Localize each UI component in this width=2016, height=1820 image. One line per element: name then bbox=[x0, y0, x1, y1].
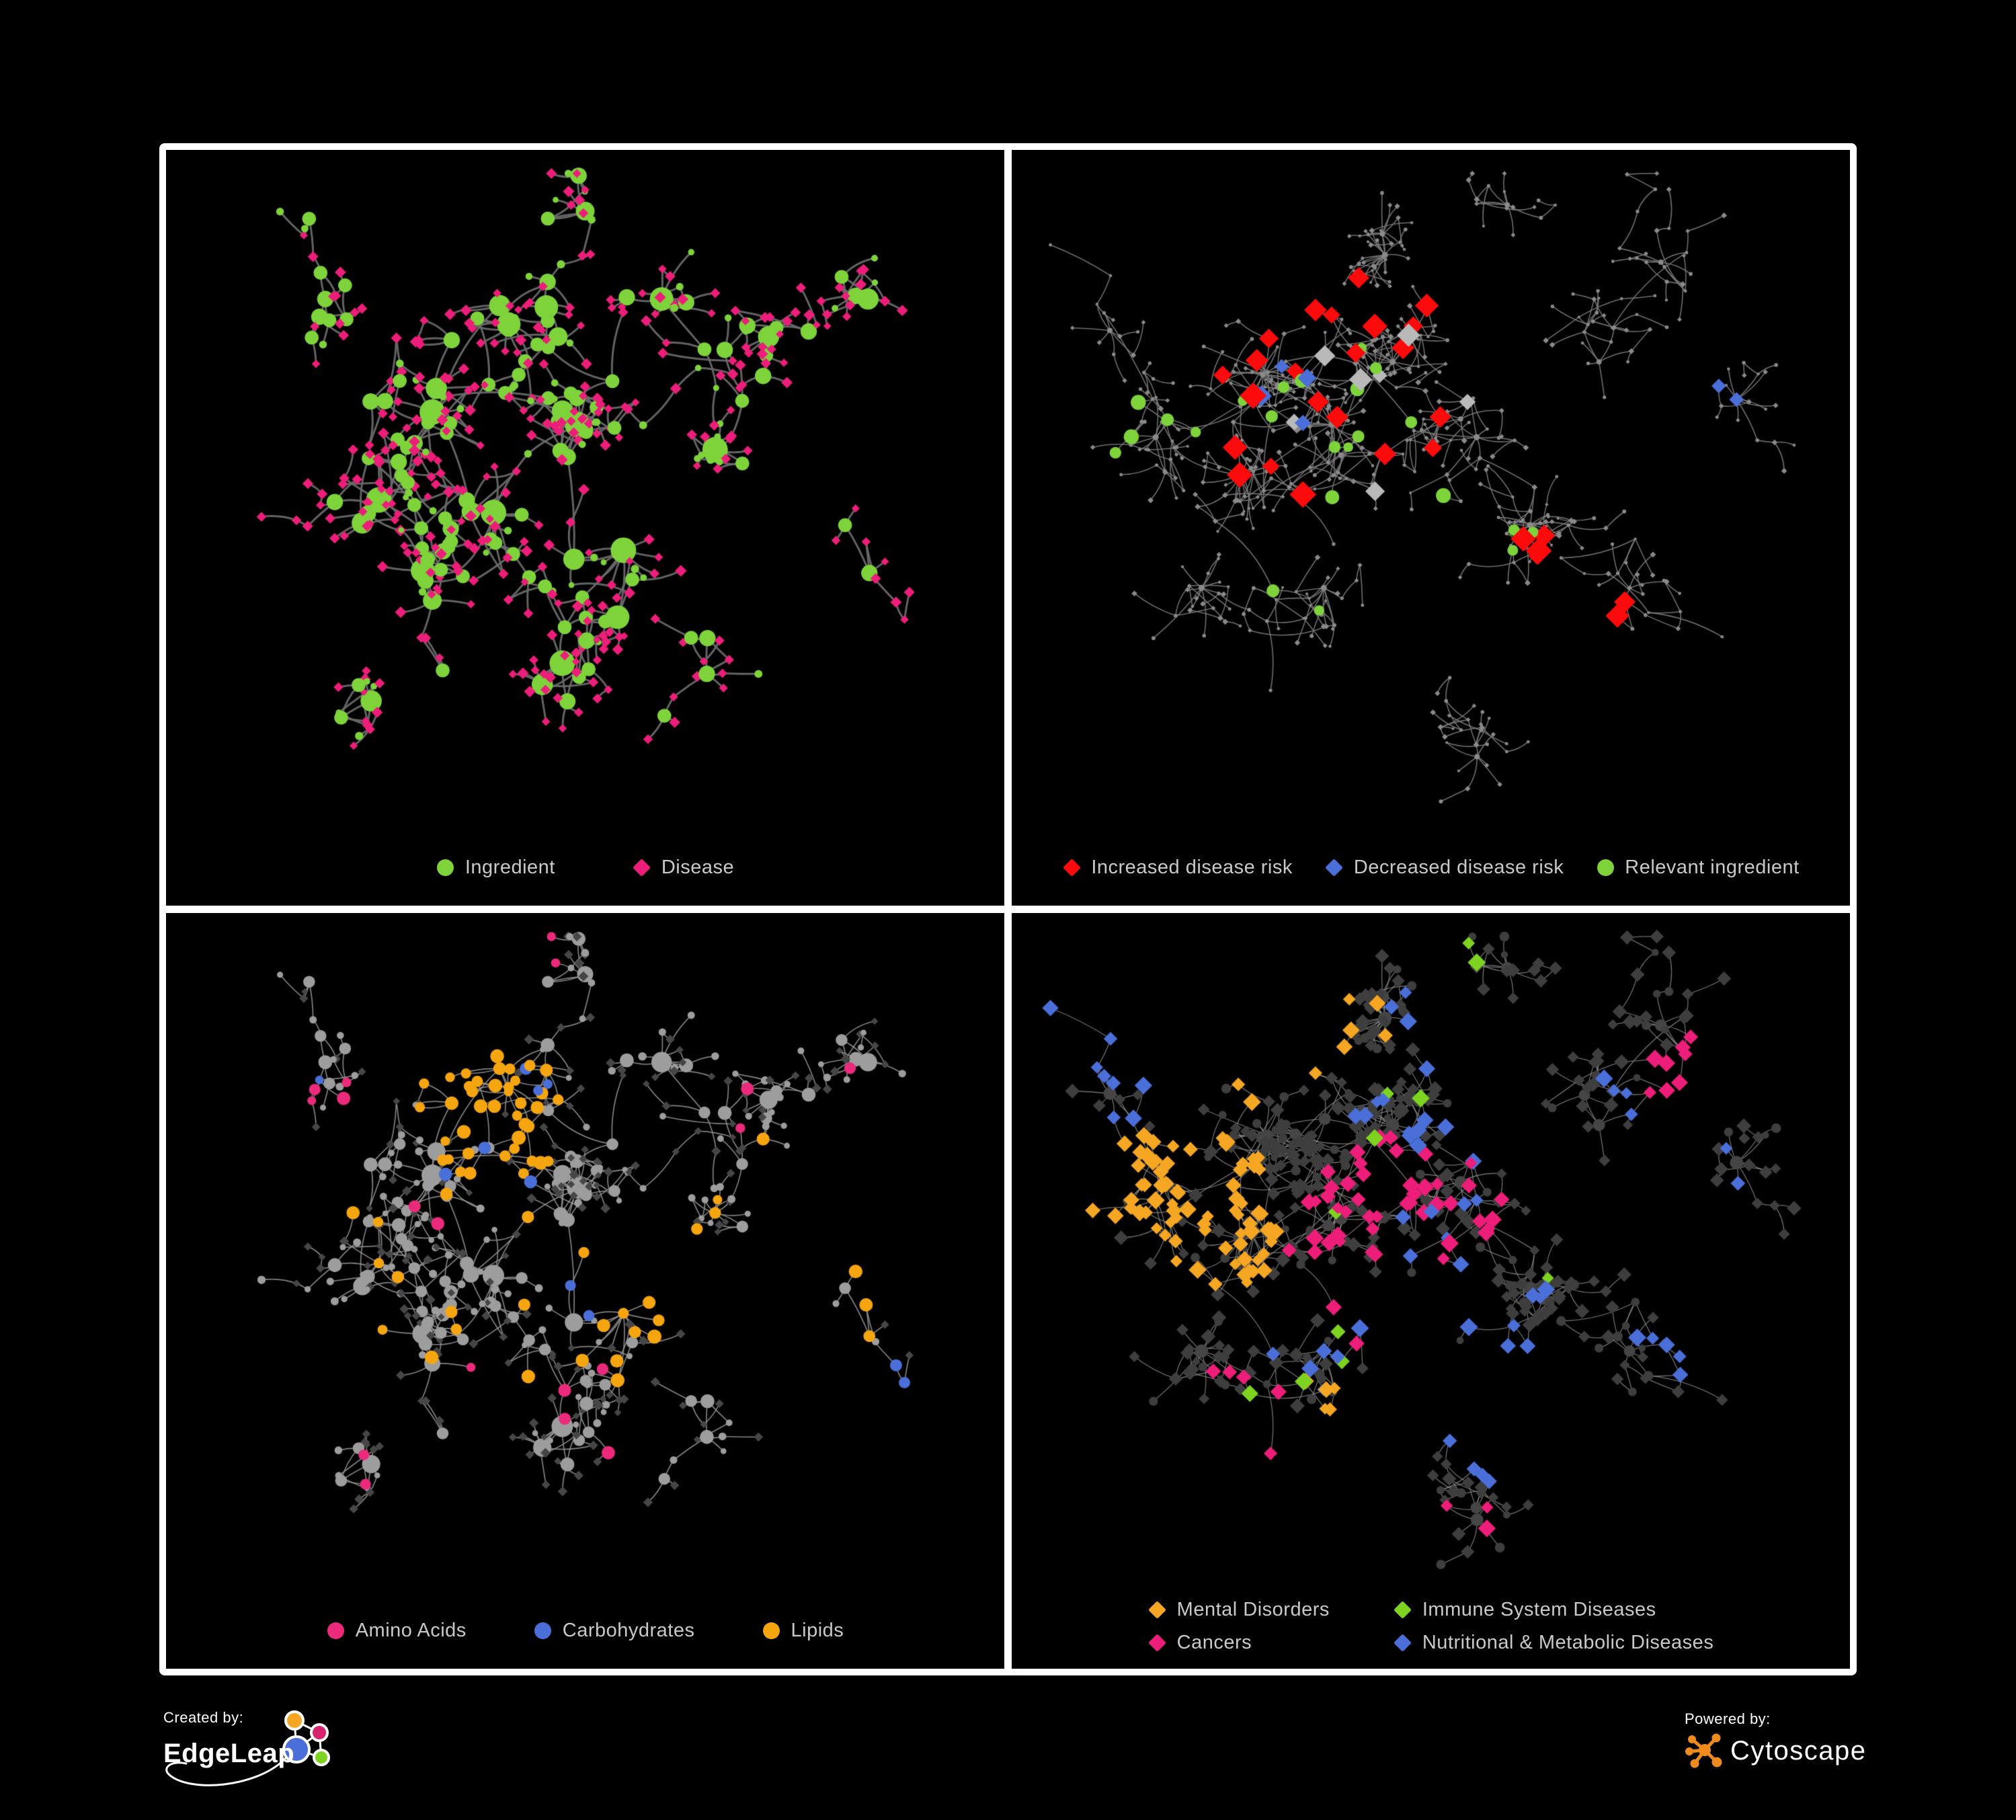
legend-disease-class: Mental Disorders Immune System Diseases Ca… bbox=[1012, 1599, 1850, 1654]
diamond-marker-icon bbox=[1325, 859, 1344, 877]
cytoscape-wordmark: Cytoscape bbox=[1730, 1735, 1867, 1766]
legend-label: Ingredient bbox=[465, 857, 555, 878]
circle-marker-icon bbox=[436, 859, 455, 877]
legend-item-carbohydrates: Carbohydrates bbox=[534, 1620, 695, 1642]
legend-item-mental-disorders: Mental Disorders bbox=[1148, 1599, 1330, 1621]
legend-label: Relevant ingredient bbox=[1625, 857, 1800, 878]
circle-marker-icon bbox=[327, 1622, 346, 1640]
legend-item-relevant-ingredient: Relevant ingredient bbox=[1596, 857, 1799, 879]
cytoscape-network-icon bbox=[1685, 1733, 1722, 1768]
diamond-marker-icon bbox=[1062, 859, 1081, 877]
legend-label: Increased disease risk bbox=[1091, 857, 1293, 878]
panel-ingredient-disease-network: Ingredient Disease bbox=[166, 150, 1004, 906]
legend-item-increased-disease-risk: Increased disease risk bbox=[1062, 857, 1293, 879]
legend-label: Lipids bbox=[791, 1620, 844, 1641]
legend-item-amino-acids: Amino Acids bbox=[327, 1620, 467, 1642]
network-canvas-nutrient-class bbox=[166, 913, 1004, 1669]
circle-marker-icon bbox=[534, 1622, 553, 1640]
edgeleap-network-icon bbox=[165, 1710, 330, 1786]
legend-label: Decreased disease risk bbox=[1353, 857, 1564, 878]
circle-marker-icon bbox=[762, 1622, 781, 1640]
legend-ingredient-disease: Ingredient Disease bbox=[166, 857, 1004, 879]
cytoscape-credit: Powered by: Cytoscape bbox=[1685, 1710, 1866, 1771]
legend-label: Immune System Diseases bbox=[1422, 1599, 1656, 1620]
powered-by-label: Powered by: bbox=[1685, 1710, 1771, 1727]
diamond-marker-icon bbox=[1394, 1634, 1412, 1653]
legend-label: Nutritional & Metabolic Diseases bbox=[1422, 1632, 1714, 1653]
legend-disease-risk: Increased disease risk Decreased disease … bbox=[1012, 857, 1850, 879]
legend-label: Disease bbox=[661, 857, 735, 878]
edgeleap-credit: Created by: EdgeLeap bbox=[163, 1709, 499, 1791]
legend-label: Cancers bbox=[1176, 1632, 1252, 1653]
legend-label: Amino Acids bbox=[355, 1620, 467, 1641]
network-canvas-ingredient-disease bbox=[166, 150, 1004, 906]
legend-label: Mental Disorders bbox=[1176, 1599, 1330, 1620]
network-canvas-disease-risk bbox=[1012, 150, 1850, 906]
panel-disease-risk-network: Increased disease risk Decreased disease … bbox=[1012, 150, 1850, 906]
diamond-marker-icon bbox=[633, 859, 651, 877]
panel-disease-class-network: Mental Disorders Immune System Diseases Ca… bbox=[1012, 913, 1850, 1669]
created-by-label: Created by: bbox=[163, 1709, 244, 1726]
network-canvas-disease-class bbox=[1012, 913, 1850, 1669]
diamond-marker-icon bbox=[1394, 1601, 1412, 1620]
legend-item-decreased-disease-risk: Decreased disease risk bbox=[1325, 857, 1564, 879]
circle-marker-icon bbox=[1596, 859, 1615, 877]
legend-item-nutritional-metabolic-diseases: Nutritional & Metabolic Diseases bbox=[1394, 1632, 1713, 1654]
legend-item-lipids: Lipids bbox=[762, 1620, 844, 1642]
panel-grid-frame: Ingredient Disease Increased disease risk… bbox=[159, 143, 1857, 1675]
legend-label: Carbohydrates bbox=[562, 1620, 695, 1641]
edgeleap-logo: EdgeLeap bbox=[163, 1710, 499, 1791]
legend-item-cancers: Cancers bbox=[1148, 1632, 1330, 1654]
diamond-marker-icon bbox=[1148, 1601, 1167, 1620]
diamond-marker-icon bbox=[1148, 1634, 1167, 1653]
legend-nutrient-class: Amino Acids Carbohydrates Lipids bbox=[166, 1620, 1004, 1642]
edgeleap-wordmark: EdgeLeap bbox=[163, 1739, 295, 1768]
legend-item-disease: Disease bbox=[633, 857, 734, 879]
legend-item-ingredient: Ingredient bbox=[436, 857, 555, 879]
legend-item-immune-system-diseases: Immune System Diseases bbox=[1394, 1599, 1713, 1621]
panel-nutrient-class-network: Amino Acids Carbohydrates Lipids bbox=[166, 913, 1004, 1669]
